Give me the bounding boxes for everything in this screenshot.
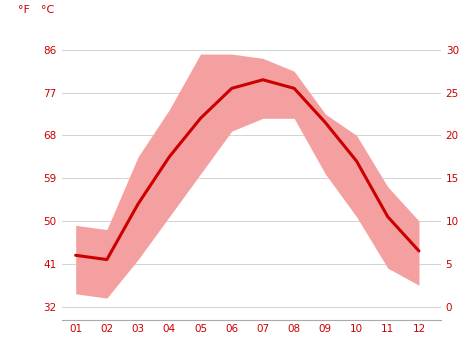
Text: °C: °C — [41, 5, 54, 15]
Text: °F: °F — [18, 5, 30, 15]
